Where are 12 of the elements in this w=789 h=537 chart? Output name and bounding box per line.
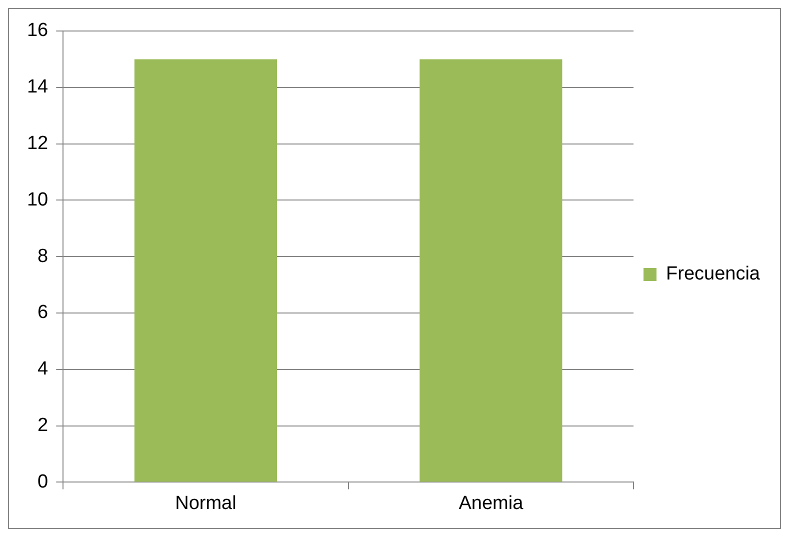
x-tick-label: Normal [175,492,236,514]
legend-label: Frecuencia [666,264,760,285]
y-tick-label: 8 [38,246,48,267]
x-tick-label: Anemia [458,492,524,514]
y-tick-label: 6 [38,302,48,324]
y-tick-label: 12 [26,133,48,154]
y-tick-label: 0 [38,471,48,492]
y-tick-label: 14 [26,76,49,98]
y-tick-label: 4 [38,358,49,380]
y-tick-label: 16 [26,20,48,42]
y-tick-label: 2 [38,415,48,436]
y-tick-label: 10 [26,189,48,210]
